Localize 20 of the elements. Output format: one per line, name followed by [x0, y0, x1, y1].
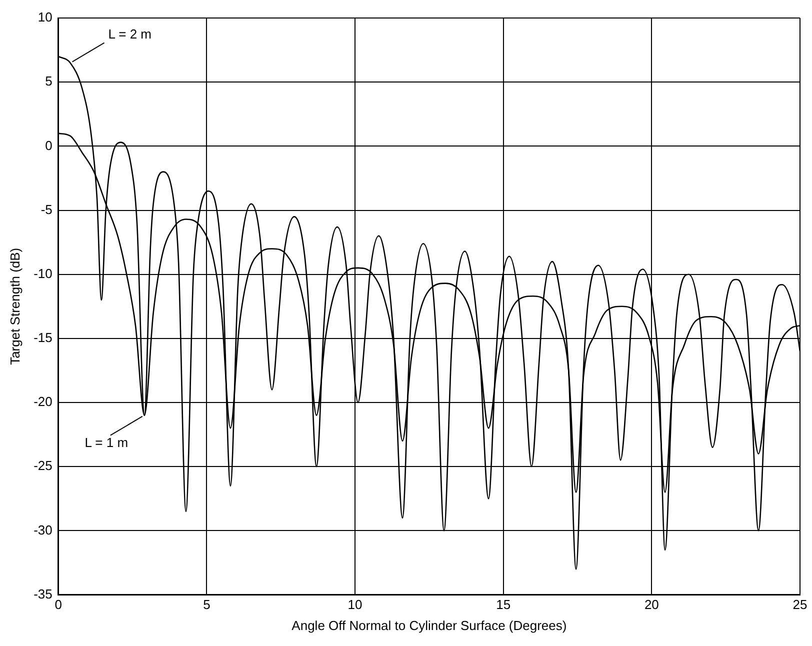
y-tick-label: -10 — [34, 266, 52, 281]
x-tick-label: 25 — [792, 597, 808, 612]
y-tick-label: -35 — [34, 586, 52, 602]
y-axis-title: Target Strength (dB) — [7, 248, 22, 365]
x-tick-label: 20 — [644, 597, 659, 612]
y-tick-label: 5 — [45, 74, 52, 89]
y-tick-label: 10 — [38, 10, 52, 25]
y-tick-label: -25 — [34, 458, 52, 474]
y-tick-label: -30 — [34, 522, 52, 538]
x-tick-label: 10 — [348, 597, 362, 612]
y-tick-label: -15 — [34, 330, 52, 346]
x-tick-label: 5 — [203, 597, 210, 612]
y-tick-label: -5 — [40, 202, 52, 217]
legend-label: L = 1 m — [84, 434, 128, 450]
y-tick-label: -20 — [34, 394, 52, 410]
text: L = 2 m — [108, 26, 152, 42]
x-tick-label: 15 — [496, 597, 511, 612]
x-tick-label: 0 — [54, 597, 62, 612]
y-tick-label: 0 — [45, 138, 52, 153]
x-axis-title: Angle Off Normal to Cylinder Surface (Degrees) — [292, 618, 567, 633]
